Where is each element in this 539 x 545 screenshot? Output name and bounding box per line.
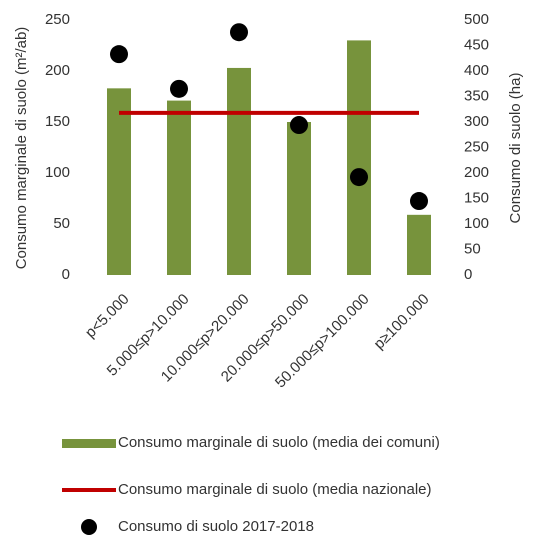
legend-label: Consumo marginale di suolo (media nazion… bbox=[118, 481, 432, 498]
y-axis-label: Consumo marginale di suolo (m²/ab) bbox=[13, 27, 30, 270]
y-tick-label: 0 bbox=[62, 266, 70, 283]
dot bbox=[290, 116, 308, 135]
y2-tick-label: 300 bbox=[464, 113, 489, 130]
y2-tick-label: 100 bbox=[464, 215, 489, 232]
bar bbox=[107, 88, 131, 275]
y2-tick-label: 200 bbox=[464, 164, 489, 181]
y2-tick-label: 150 bbox=[464, 189, 489, 206]
bar bbox=[167, 100, 191, 275]
dot bbox=[170, 79, 188, 98]
y-tick-label: 50 bbox=[53, 215, 70, 232]
legend-swatch bbox=[62, 439, 116, 448]
dot bbox=[110, 45, 128, 64]
y2-tick-label: 350 bbox=[464, 87, 489, 104]
dot bbox=[230, 23, 248, 42]
legend-swatch bbox=[81, 519, 97, 535]
bar bbox=[407, 214, 431, 275]
y2-tick-label: 400 bbox=[464, 62, 489, 79]
bar bbox=[347, 40, 371, 276]
bar bbox=[287, 122, 311, 275]
dot bbox=[350, 168, 368, 187]
y2-tick-label: 500 bbox=[464, 11, 489, 28]
dot bbox=[410, 192, 428, 211]
y2-tick-label: 250 bbox=[464, 138, 489, 155]
y2-tick-label: 450 bbox=[464, 36, 489, 53]
bar bbox=[227, 67, 251, 275]
y-tick-label: 200 bbox=[45, 62, 70, 79]
y2-tick-label: 0 bbox=[464, 266, 472, 283]
y2-tick-label: 50 bbox=[464, 240, 481, 257]
legend-label: Consumo di suolo 2017-2018 bbox=[118, 518, 314, 535]
x-tick-label: p≥100.000 bbox=[371, 291, 433, 353]
y-tick-label: 100 bbox=[45, 164, 70, 181]
legend-label: Consumo marginale di suolo (media dei co… bbox=[118, 434, 440, 451]
y-tick-label: 250 bbox=[45, 11, 70, 28]
y2-axis-label: Consumo di suolo (ha) bbox=[507, 73, 524, 224]
y-tick-label: 150 bbox=[45, 113, 70, 130]
x-tick-label: p<5.000 bbox=[82, 291, 133, 342]
